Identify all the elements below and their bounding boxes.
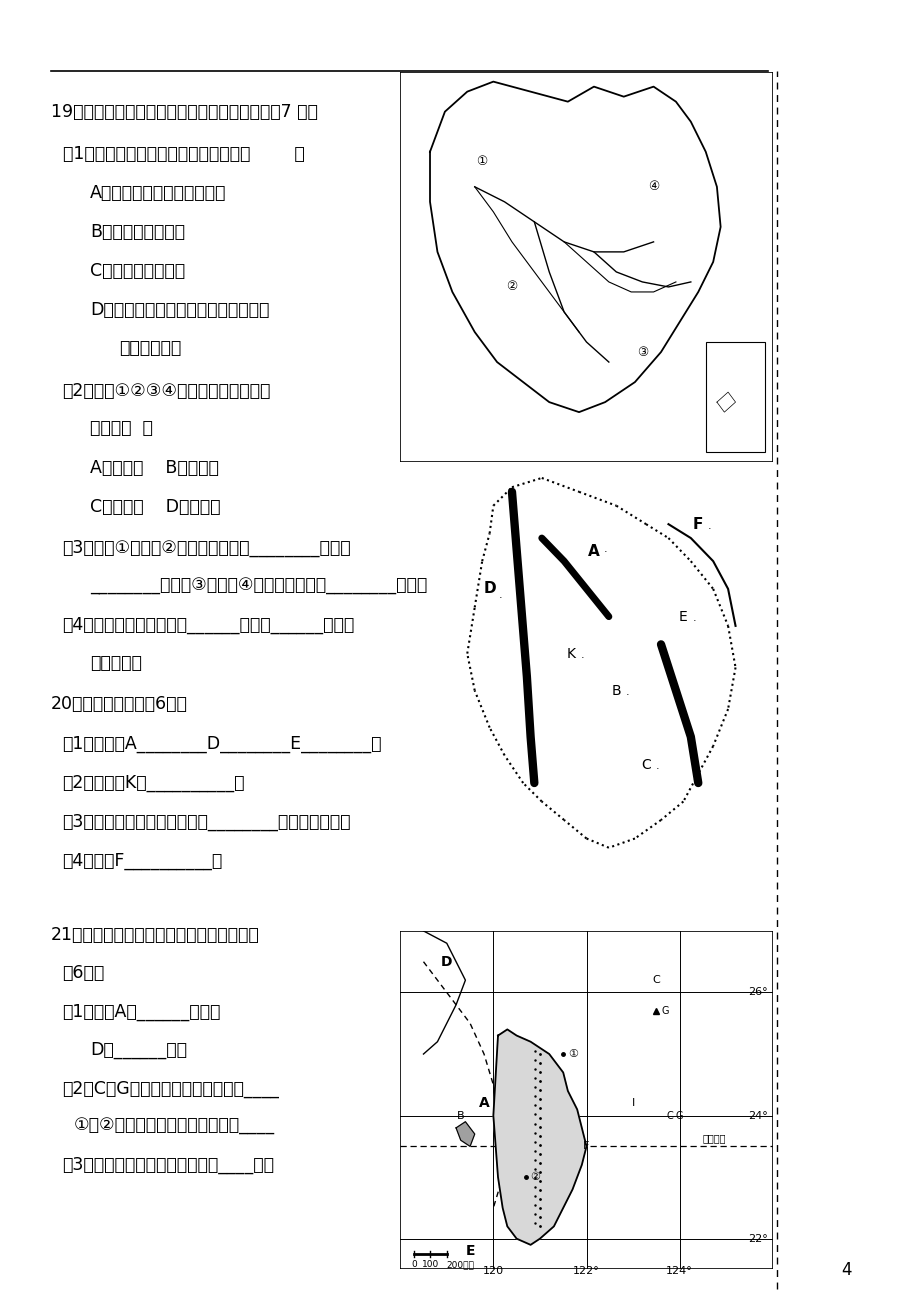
Text: D为______省，: D为______省，	[90, 1040, 187, 1059]
Text: K: K	[566, 647, 575, 660]
Polygon shape	[429, 82, 720, 413]
Text: ·: ·	[603, 547, 607, 557]
Text: 区域是（  ）: 区域是（ ）	[90, 419, 153, 437]
Text: B: B	[611, 684, 620, 698]
Text: C．四川省    D．河南省: C．四川省 D．河南省	[90, 497, 221, 516]
Polygon shape	[467, 478, 735, 848]
Text: C: C	[652, 975, 660, 986]
Text: A．各区人们的生活习惯不同: A．各区人们的生活习惯不同	[90, 184, 226, 202]
Text: C: C	[641, 758, 651, 772]
Text: 地理特点不同: 地理特点不同	[119, 339, 182, 357]
Text: 200千米: 200千米	[447, 1260, 474, 1269]
Text: 122°: 122°	[573, 1267, 599, 1276]
Text: C: C	[666, 1111, 673, 1121]
Text: （2）C、G两处中，表示钓鱼岛的是____: （2）C、G两处中，表示钓鱼岛的是____	[62, 1079, 279, 1098]
Text: ④: ④	[647, 180, 659, 193]
Text: A: A	[478, 1096, 489, 1111]
Text: D: D	[482, 582, 495, 596]
Text: D: D	[440, 954, 452, 969]
Polygon shape	[493, 1030, 586, 1245]
Text: 120: 120	[482, 1267, 504, 1276]
Text: ·: ·	[707, 523, 710, 534]
Text: F: F	[692, 517, 703, 531]
Text: ·: ·	[580, 654, 584, 663]
Polygon shape	[456, 1122, 474, 1146]
Text: （4）主要位于季风区的是______地区和______地区。: （4）主要位于季风区的是______地区和______地区。	[62, 616, 355, 634]
Text: （6分）: （6分）	[62, 963, 105, 982]
Text: ·: ·	[654, 764, 658, 775]
Text: ·: ·	[692, 616, 696, 626]
Text: E: E	[678, 609, 687, 624]
Text: ③: ③	[636, 345, 647, 358]
Text: 19．读我国四大地理区域图，回答下列问题。（7 分）: 19．读我国四大地理区域图，回答下列问题。（7 分）	[51, 103, 317, 121]
Text: F: F	[583, 1142, 589, 1151]
Text: D．各区的地理位置、自然地理和人文: D．各区的地理位置、自然地理和人文	[90, 301, 269, 319]
Text: ②: ②	[505, 280, 517, 293]
Text: （1）图中A为______海峡，: （1）图中A为______海峡，	[62, 1003, 221, 1021]
Text: ________山脉；③区域与④区域的分界线是________一线。: ________山脉；③区域与④区域的分界线是________一线。	[90, 577, 427, 595]
Text: E: E	[465, 1243, 474, 1258]
Text: 24°: 24°	[747, 1111, 767, 1121]
Text: 26°: 26°	[748, 987, 767, 997]
Text: A: A	[587, 544, 599, 560]
Text: （3）我国第一汽车制造厂位于________市（填名称）。: （3）我国第一汽车制造厂位于________市（填名称）。	[62, 812, 351, 831]
Text: ·: ·	[498, 594, 502, 603]
Bar	[705, 342, 765, 452]
Text: A．青海省    B．甘肃省: A．青海省 B．甘肃省	[90, 458, 219, 477]
Text: ①: ①	[567, 1049, 577, 1059]
Text: G: G	[675, 1111, 683, 1121]
Text: 100: 100	[422, 1260, 438, 1269]
Text: B: B	[457, 1111, 464, 1121]
Text: 0: 0	[411, 1260, 416, 1269]
Text: C．各区的降水不同: C．各区的降水不同	[90, 262, 185, 280]
Text: （3）图中①区域与②区域的分界线是________山脉、: （3）图中①区域与②区域的分界线是________山脉、	[62, 539, 351, 557]
Text: G: G	[660, 1006, 668, 1016]
Text: （3）台湾岛上的平原主要分布在____部。: （3）台湾岛上的平原主要分布在____部。	[62, 1156, 274, 1174]
Text: 124°: 124°	[665, 1267, 692, 1276]
Text: （4）河流F__________。: （4）河流F__________。	[62, 852, 222, 870]
Text: 22°: 22°	[747, 1234, 767, 1243]
Text: 20．读东北地区图（6分）: 20．读东北地区图（6分）	[51, 695, 187, 713]
Text: （1）山脉：A________D________E________。: （1）山脉：A________D________E________。	[62, 734, 381, 753]
Text: 北回归线: 北回归线	[702, 1133, 725, 1143]
Text: ②: ②	[530, 1172, 540, 1182]
Text: （2）地形区K：__________。: （2）地形区K：__________。	[62, 773, 244, 792]
Text: ①: ①	[476, 155, 487, 168]
Text: （2）地跨①②③④四个区域的省级行政: （2）地跨①②③④四个区域的省级行政	[62, 381, 270, 400]
Text: （填数码）: （填数码）	[90, 654, 142, 672]
Text: B．各区的地形不同: B．各区的地形不同	[90, 223, 185, 241]
Text: 4: 4	[840, 1260, 851, 1279]
Text: 21．读台湾岛位置示意图，回答下列问题。: 21．读台湾岛位置示意图，回答下列问题。	[51, 926, 259, 944]
Text: ·: ·	[625, 690, 629, 700]
Text: I: I	[630, 1099, 634, 1108]
Text: ①、②两城市中，表示台北市的是____: ①、②两城市中，表示台北市的是____	[74, 1117, 275, 1135]
Text: （1）我国四大地理区域的划分依据是（        ）: （1）我国四大地理区域的划分依据是（ ）	[62, 145, 304, 163]
